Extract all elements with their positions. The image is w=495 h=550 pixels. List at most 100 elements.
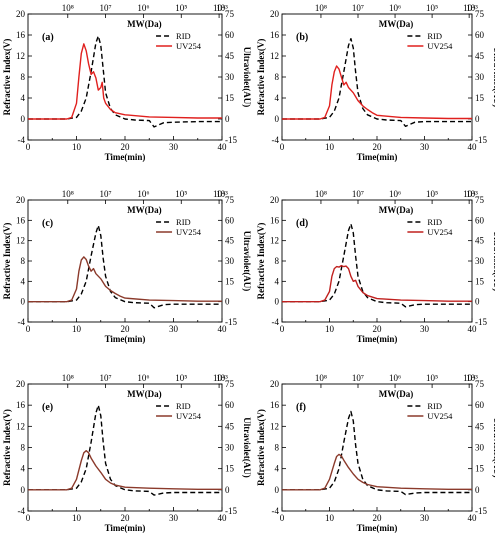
y-left-tick-label: 16 bbox=[270, 215, 280, 225]
y-right-tick-label: 0 bbox=[475, 114, 480, 124]
x-tick-label: 10 bbox=[325, 513, 335, 523]
y-right-tick-label: 0 bbox=[475, 485, 480, 495]
series-line-rid bbox=[28, 404, 222, 496]
top-tick-label: 10⁴ bbox=[463, 3, 475, 13]
y-right-tick-label: 0 bbox=[475, 297, 480, 307]
x-tick-label: 30 bbox=[169, 324, 179, 334]
x-tick-label: 40 bbox=[468, 142, 478, 152]
x-tick-label: 0 bbox=[26, 142, 31, 152]
y-left-tick-label: 16 bbox=[270, 30, 280, 40]
y-left-tick-label: -4 bbox=[18, 317, 26, 327]
y-right-tick-label: 60 bbox=[225, 215, 235, 225]
series-line-uv254 bbox=[28, 256, 222, 303]
y-right-tick-label: 0 bbox=[225, 297, 230, 307]
y-right-tick-label: 75 bbox=[225, 9, 235, 19]
y-left-tick-label: 4 bbox=[21, 464, 26, 474]
panel-label: (e) bbox=[42, 402, 53, 413]
x-tick-label: 10 bbox=[325, 142, 335, 152]
x-tick-label: 30 bbox=[169, 513, 179, 523]
top-tick-label: 10³ bbox=[466, 373, 478, 383]
y-right-tick-label: 30 bbox=[475, 443, 485, 453]
legend-label-uv254: UV254 bbox=[176, 41, 202, 51]
y-right-tick-label: 30 bbox=[475, 72, 485, 82]
x-tick-label: 30 bbox=[420, 142, 430, 152]
y-left-tick-label: 16 bbox=[16, 400, 26, 410]
y-left-tick-label: 4 bbox=[21, 276, 26, 286]
top-axis-title: MW(Da) bbox=[379, 205, 414, 215]
top-tick-label: 10⁶ bbox=[389, 373, 401, 383]
y-right-tick-label: 60 bbox=[475, 30, 485, 40]
y-right-tick-label: 75 bbox=[225, 379, 235, 389]
y-right-tick-label: 30 bbox=[225, 443, 235, 453]
y-left-tick-label: 12 bbox=[16, 236, 25, 246]
panel-label: (a) bbox=[42, 32, 54, 43]
y-left-tick-label: -4 bbox=[18, 506, 26, 516]
y-right-axis-title: Ultraviolet(AU) bbox=[242, 47, 252, 107]
y-left-tick-label: 20 bbox=[270, 195, 280, 205]
top-tick-label: 10⁶ bbox=[389, 189, 401, 199]
y-right-axis-title: Ultraviolet(AU) bbox=[492, 231, 495, 291]
series-line-uv254 bbox=[28, 450, 222, 491]
top-tick-label: 10⁸ bbox=[315, 3, 327, 13]
x-axis-title: Time(min) bbox=[357, 523, 398, 533]
legend-label-rid: RID bbox=[427, 31, 442, 41]
legend-label-rid: RID bbox=[427, 401, 442, 411]
y-right-tick-label: 30 bbox=[225, 72, 235, 82]
y-left-tick-label: 16 bbox=[16, 30, 26, 40]
x-tick-label: 0 bbox=[280, 513, 285, 523]
top-tick-label: 10³ bbox=[466, 189, 478, 199]
y-right-tick-label: 60 bbox=[225, 400, 235, 410]
top-tick-label: 10⁵ bbox=[175, 373, 187, 383]
series-line-uv254 bbox=[282, 264, 472, 303]
top-tick-label: 10⁷ bbox=[100, 373, 112, 383]
top-tick-label: 10⁵ bbox=[426, 373, 438, 383]
y-right-tick-label: 75 bbox=[475, 195, 485, 205]
x-axis-title: Time(min) bbox=[357, 334, 398, 344]
series-line-uv254 bbox=[282, 453, 472, 491]
top-tick-label: 10⁶ bbox=[389, 3, 401, 13]
y-left-tick-label: 20 bbox=[270, 9, 280, 19]
top-tick-label: 10⁸ bbox=[62, 373, 74, 383]
series-line-rid bbox=[28, 224, 222, 309]
top-axis-title: MW(Da) bbox=[379, 389, 414, 399]
y-right-tick-label: 45 bbox=[475, 236, 485, 246]
y-left-tick-label: 4 bbox=[275, 276, 280, 286]
top-tick-label: 10⁴ bbox=[463, 189, 475, 199]
y-left-tick-label: -4 bbox=[272, 135, 280, 145]
y-right-tick-label: -15 bbox=[225, 317, 237, 327]
x-tick-label: 40 bbox=[218, 142, 228, 152]
legend-label-uv254: UV254 bbox=[427, 227, 453, 237]
series-line-uv254 bbox=[282, 65, 472, 120]
top-tick-label: 10⁴ bbox=[213, 373, 225, 383]
y-right-tick-label: 60 bbox=[475, 400, 485, 410]
x-tick-label: 40 bbox=[218, 513, 228, 523]
top-tick-label: 10⁷ bbox=[352, 373, 364, 383]
y-left-tick-label: 4 bbox=[275, 464, 280, 474]
top-tick-label: 10⁸ bbox=[315, 189, 327, 199]
y-left-tick-label: 8 bbox=[21, 256, 26, 266]
top-tick-label: 10⁴ bbox=[213, 189, 225, 199]
y-left-tick-label: -4 bbox=[272, 506, 280, 516]
top-tick-label: 10⁵ bbox=[175, 3, 187, 13]
top-tick-label: 10³ bbox=[466, 3, 478, 13]
y-right-tick-label: 15 bbox=[475, 276, 485, 286]
y-right-tick-label: 75 bbox=[225, 195, 235, 205]
panel-label: (d) bbox=[296, 218, 308, 229]
top-tick-label: 10³ bbox=[216, 189, 228, 199]
y-right-axis-title: Ultraviolet(AU) bbox=[492, 47, 495, 107]
panel-label: (b) bbox=[296, 32, 308, 43]
y-right-tick-label: 0 bbox=[225, 485, 230, 495]
top-tick-label: 10⁵ bbox=[426, 3, 438, 13]
y-left-tick-label: -4 bbox=[272, 317, 280, 327]
y-right-tick-label: -15 bbox=[475, 317, 487, 327]
x-tick-label: 20 bbox=[121, 142, 131, 152]
x-tick-label: 20 bbox=[373, 142, 383, 152]
legend-label-rid: RID bbox=[176, 217, 191, 227]
y-right-tick-label: 45 bbox=[225, 51, 235, 61]
y-right-tick-label: 15 bbox=[475, 93, 485, 103]
y-left-tick-label: 8 bbox=[275, 256, 280, 266]
top-axis-title: MW(Da) bbox=[127, 389, 162, 399]
y-right-tick-label: -15 bbox=[475, 135, 487, 145]
